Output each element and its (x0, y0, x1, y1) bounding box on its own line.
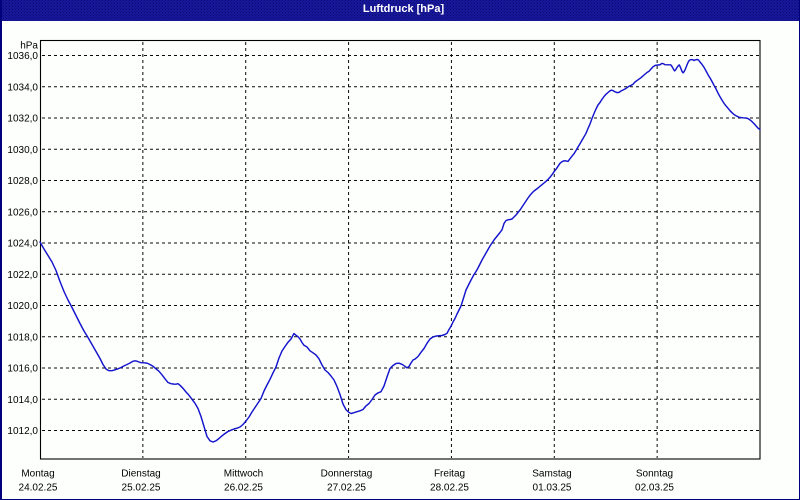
svg-text:Freitag: Freitag (434, 469, 465, 480)
svg-text:1020,0: 1020,0 (7, 301, 38, 312)
svg-text:Montag: Montag (21, 469, 54, 480)
svg-text:27.02.25: 27.02.25 (327, 483, 366, 494)
svg-text:1030,0: 1030,0 (7, 145, 38, 156)
svg-text:1022,0: 1022,0 (7, 270, 38, 281)
svg-text:26.02.25: 26.02.25 (224, 483, 263, 494)
svg-text:1012,0: 1012,0 (7, 426, 38, 437)
svg-text:1018,0: 1018,0 (7, 332, 38, 343)
svg-text:1014,0: 1014,0 (7, 395, 38, 406)
svg-text:01.03.25: 01.03.25 (533, 483, 572, 494)
svg-text:1032,0: 1032,0 (7, 114, 38, 125)
svg-text:28.02.25: 28.02.25 (430, 483, 469, 494)
svg-text:1026,0: 1026,0 (7, 207, 38, 218)
svg-text:Samstag: Samstag (532, 469, 571, 480)
svg-text:Sonntag: Sonntag (636, 469, 673, 480)
svg-text:Mittwoch: Mittwoch (224, 469, 263, 480)
svg-text:1016,0: 1016,0 (7, 364, 38, 375)
svg-text:25.02.25: 25.02.25 (122, 483, 161, 494)
svg-text:02.03.25: 02.03.25 (635, 483, 674, 494)
svg-text:1036,0: 1036,0 (7, 51, 38, 62)
svg-text:Dienstag: Dienstag (121, 469, 160, 480)
svg-text:1024,0: 1024,0 (7, 239, 38, 250)
svg-text:1034,0: 1034,0 (7, 82, 38, 93)
svg-text:Donnerstag: Donnerstag (321, 469, 373, 480)
svg-text:hPa: hPa (20, 41, 38, 52)
svg-text:24.02.25: 24.02.25 (19, 483, 58, 494)
svg-text:1028,0: 1028,0 (7, 176, 38, 187)
